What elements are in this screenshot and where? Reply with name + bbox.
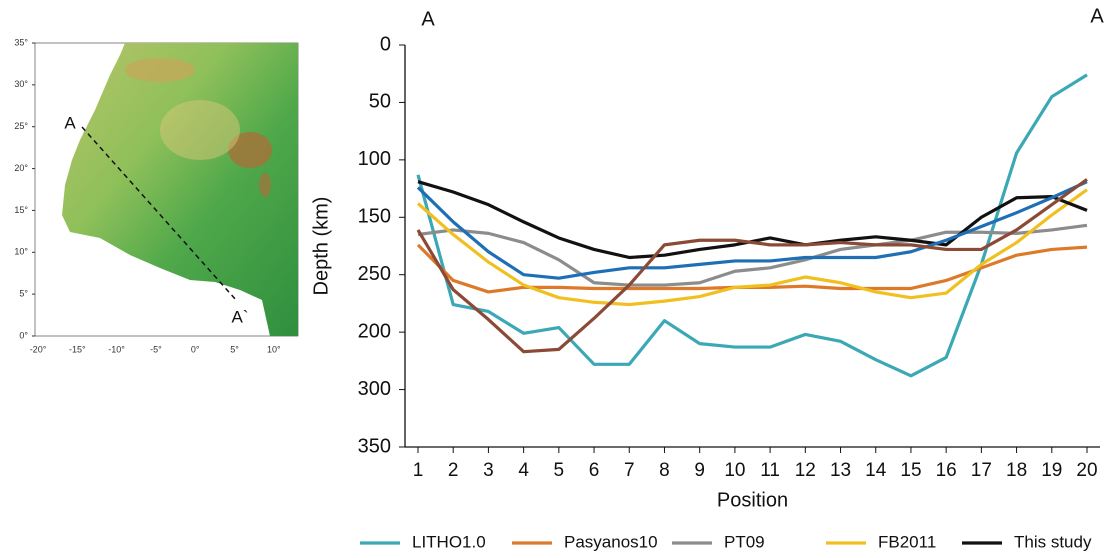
map-y-label: 10° <box>14 247 28 257</box>
x-tick-label: 10 <box>724 460 745 481</box>
y-tick-label: 350 <box>358 435 391 457</box>
x-axis-title: Position <box>717 489 788 511</box>
map-end-label: A` <box>232 307 249 326</box>
x-tick-label: 6 <box>589 460 600 481</box>
map-y-label: 25° <box>14 121 28 131</box>
x-tick-label: 9 <box>694 460 705 481</box>
map-y-label: 35° <box>14 37 28 47</box>
map-y-label: 5° <box>19 289 28 299</box>
map-start-label: A <box>64 113 76 132</box>
map-y-label: 15° <box>14 205 28 215</box>
x-tick-label: 5 <box>554 460 565 481</box>
series-line <box>418 225 1087 285</box>
desert <box>160 100 240 160</box>
y-axis-title: Depth (km) <box>310 197 332 296</box>
y-tick-label: 200 <box>358 320 391 342</box>
map-x-label: 5° <box>230 344 239 354</box>
map-x-label: -15° <box>69 344 86 354</box>
x-tick-label: 12 <box>795 460 816 481</box>
map: A A` <box>35 43 298 336</box>
map-y-label: 20° <box>14 163 28 173</box>
figure: A A` 35°30°25°20°15°10°5°0°-20°-15°-10°-… <box>0 0 1107 553</box>
y-tick-label: 100 <box>358 148 391 170</box>
x-tick-label: 18 <box>1006 460 1027 481</box>
map-y-label: 30° <box>14 79 28 89</box>
x-tick-label: 3 <box>483 460 494 481</box>
highland <box>259 173 271 197</box>
x-tick-label: 2 <box>448 460 459 481</box>
x-tick-label: 4 <box>518 460 529 481</box>
x-tick-label: 1 <box>413 460 424 481</box>
x-tick-label: 13 <box>830 460 851 481</box>
map-y-label: 0° <box>19 330 28 340</box>
y-tick-label: 50 <box>369 91 391 113</box>
x-tick-label: 19 <box>1041 460 1062 481</box>
start-label: A <box>421 8 435 30</box>
series-line <box>418 182 1087 278</box>
x-tick-label: 7 <box>624 460 635 481</box>
map-x-label: 10° <box>267 344 281 354</box>
y-tick-label: 300 <box>358 378 391 400</box>
x-tick-label: 11 <box>760 460 780 481</box>
y-tick-label: 250 <box>358 263 391 285</box>
legend-label: LITHO1.0 <box>412 532 486 551</box>
legend-label: This study <box>1014 532 1092 551</box>
map-x-label: 0° <box>191 344 200 354</box>
map-x-label: -20° <box>30 344 47 354</box>
x-tick-label: 16 <box>936 460 957 481</box>
end-label: A <box>1090 5 1104 27</box>
map-x-label: -5° <box>150 344 162 354</box>
y-tick-label: 0 <box>380 33 391 55</box>
y-tick-label: 150 <box>358 206 391 228</box>
x-tick-label: 15 <box>900 460 921 481</box>
x-tick-label: 14 <box>865 460 887 481</box>
x-tick-label: 17 <box>971 460 992 481</box>
x-tick-label: 20 <box>1076 460 1097 481</box>
legend-label: FB2011 <box>878 532 936 551</box>
map-x-label: -10° <box>108 344 125 354</box>
x-tick-label: 8 <box>659 460 670 481</box>
highland <box>125 58 195 82</box>
legend-label: PT09 <box>724 532 765 551</box>
legend-label: Pasyanos10 <box>564 532 658 551</box>
